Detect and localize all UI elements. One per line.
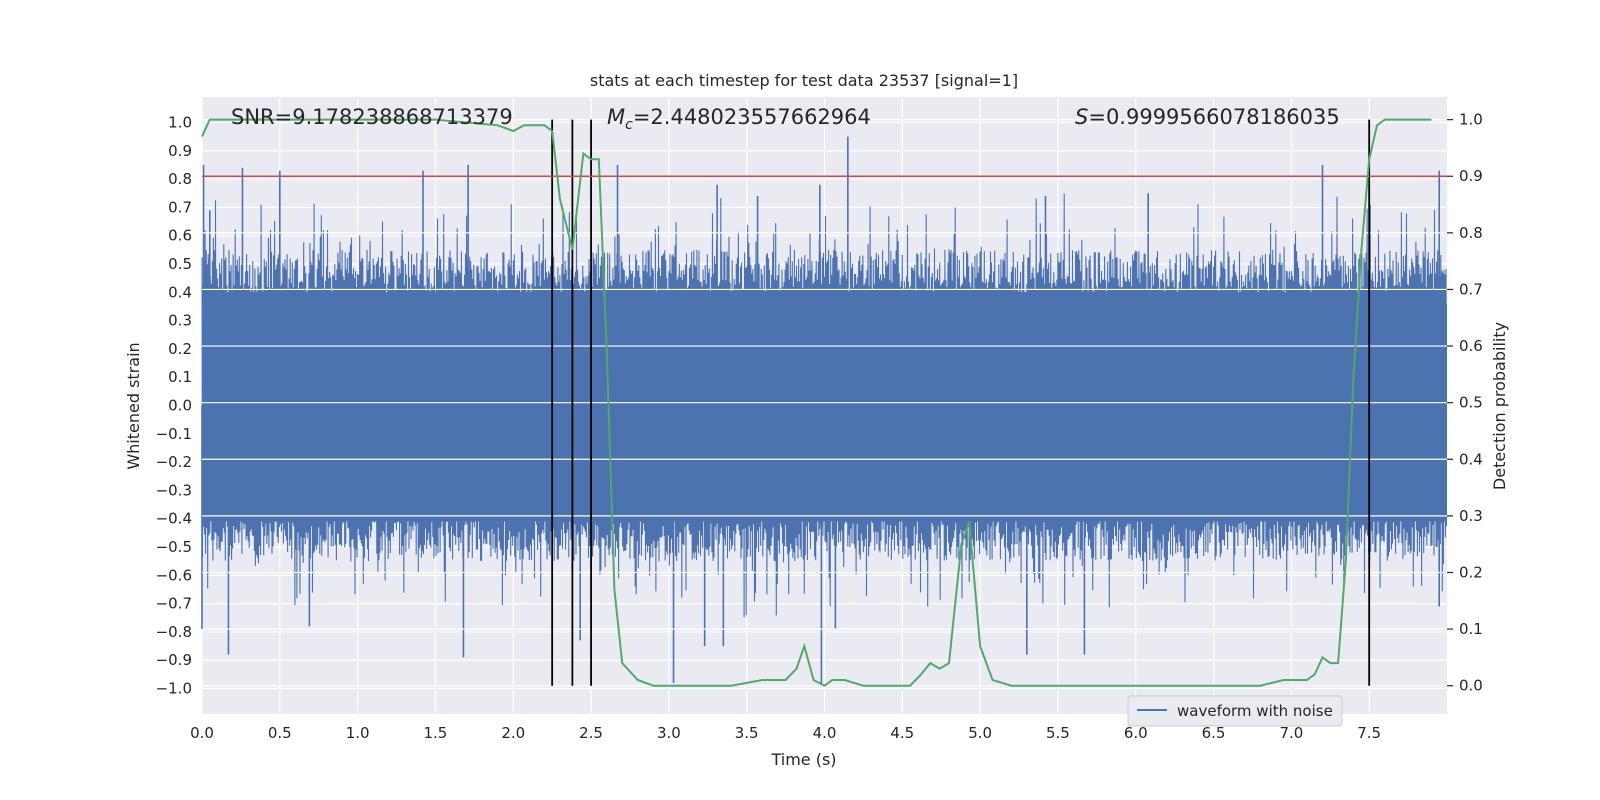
y-tick-label: 0.1 (168, 368, 192, 386)
waveform-core (202, 303, 1447, 522)
y2-tick-label: 0.5 (1459, 394, 1483, 412)
y-tick-label: −0.6 (156, 566, 192, 584)
tick-labels: 0.0 0.5 1.0 1.5 2.0 2.5 3.0 3.5 4.0 4.5 5.0 5.5 6.0 6… (156, 111, 1483, 742)
x-tick-label: 3.0 (657, 724, 681, 742)
y2-tick-label: 0.9 (1459, 167, 1483, 185)
y-tick-label: −0.8 (156, 623, 192, 641)
chirp-mass-annotation: Mc=2.448023557662964 (607, 105, 871, 133)
y2-tick-label: 0.2 (1459, 563, 1483, 581)
y-tick-label: 0.2 (168, 340, 192, 358)
x-tick-label: 1.5 (424, 724, 448, 742)
y-axis-label: Whitened strain (124, 342, 143, 469)
y2-tick-label: 0.3 (1459, 507, 1483, 525)
y2-tick-label: 0.6 (1459, 337, 1483, 355)
mc-subscript: c (625, 117, 633, 133)
y-tick-label: −0.1 (156, 425, 192, 443)
x-tick-label: 4.0 (813, 724, 837, 742)
x-tick-label: 1.0 (346, 724, 370, 742)
probability-line (201, 118, 1432, 687)
y2-tick-label: 1.0 (1459, 111, 1483, 129)
chart-title: stats at each timestep for test data 235… (590, 71, 1018, 90)
y-tick-label: −1.0 (156, 680, 192, 698)
y2-tick-label: 0.1 (1459, 620, 1483, 638)
x-tick-label: 5.5 (1046, 724, 1070, 742)
waveform-series (201, 136, 1448, 686)
y2-tick-label: 0.4 (1459, 450, 1483, 468)
x-tick-label: 4.5 (890, 724, 914, 742)
y2-tick-label: 0.0 (1459, 677, 1483, 695)
y-tick-label: 0.6 (168, 227, 192, 245)
snr-annotation: SNR=9.178238868713379 (231, 105, 513, 129)
x-tick-label: 2.5 (579, 724, 603, 742)
y2-tick-label: 0.7 (1459, 280, 1483, 298)
y2-axis-label: Detection probability (1490, 322, 1509, 490)
y-tick-label: 0.7 (168, 198, 192, 216)
y-tick-label: −0.2 (156, 453, 192, 471)
y2-tick-label: 0.8 (1459, 224, 1483, 242)
mc-value: =2.448023557662964 (633, 105, 871, 129)
x-axis-label: Time (s) (770, 750, 836, 769)
x-tick-label: 7.0 (1279, 724, 1303, 742)
y-tick-label: −0.5 (156, 538, 192, 556)
legend-box (1127, 695, 1343, 727)
mc-symbol: M (607, 105, 625, 129)
y-tick-label: 0.3 (168, 312, 192, 330)
s-symbol: S (1075, 105, 1088, 129)
y-tick-label: 0.9 (168, 142, 192, 160)
x-tick-label: 2.0 (501, 724, 525, 742)
x-tick-label: 5.0 (968, 724, 992, 742)
x-tick-label: 0.5 (268, 724, 292, 742)
x-tick-label: 6.5 (1202, 724, 1226, 742)
y-tick-label: 0.8 (168, 170, 192, 188)
y-tick-label: 0.0 (168, 397, 192, 415)
y-tick-label: 1.0 (168, 113, 192, 131)
marker-lines (551, 119, 1371, 686)
s-value: =0.9999566078186035 (1088, 105, 1339, 129)
y-tick-label: −0.4 (156, 510, 192, 528)
y-tick-label: −0.3 (156, 481, 192, 499)
y-tick-label: 0.4 (168, 283, 192, 301)
legend: waveform with noise (1127, 695, 1343, 727)
detection-probability-series (201, 118, 1432, 687)
y-tick-label: −0.7 (156, 595, 192, 613)
y-tick-label: 0.5 (168, 255, 192, 273)
legend-label: waveform with noise (1177, 702, 1333, 720)
x-tick-label: 0.0 (190, 724, 214, 742)
y-tick-label: −0.9 (156, 651, 192, 669)
x-tick-label: 7.5 (1357, 724, 1381, 742)
x-tick-label: 3.5 (735, 724, 759, 742)
x-tick-label: 6.0 (1124, 724, 1148, 742)
score-annotation: S=0.9999566078186035 (1075, 105, 1340, 129)
